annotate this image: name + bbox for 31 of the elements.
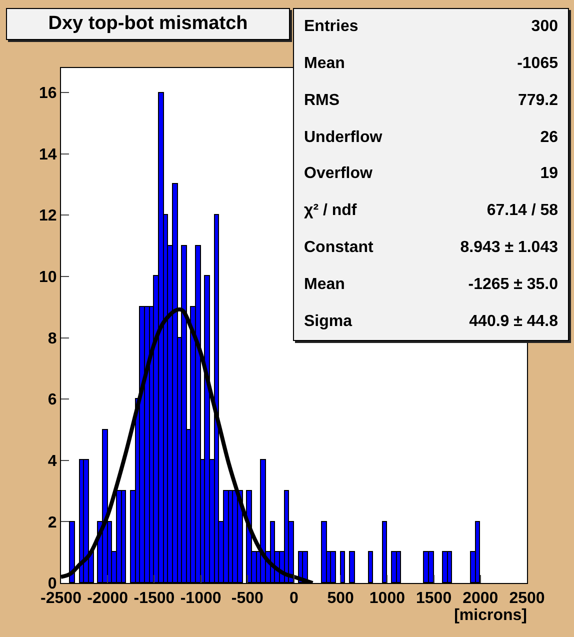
- text: Sigma 440.9 ± 44.8: [304, 312, 558, 330]
- text: RMS 779.2: [304, 92, 558, 109]
- y-tick-label: 6: [48, 392, 57, 409]
- y-tick-label: 2: [48, 514, 57, 532]
- y-tick-label: 8: [48, 330, 57, 348]
- x-tick-label: 2500: [509, 590, 545, 608]
- text: Overflow 19: [304, 165, 558, 182]
- x-tick-label: -1000: [180, 590, 222, 608]
- x-tick-label: -1500: [134, 590, 175, 608]
- y-tick-label: 14: [39, 146, 57, 164]
- text: χ² / ndf 67.14 / 58: [304, 202, 558, 220]
- x-tick-label: 500: [327, 590, 354, 608]
- x-tick-label: 2000: [462, 590, 498, 608]
- chart-title: Dxy top-bot mismatch: [6, 8, 290, 40]
- x-axis-title: [microns]: [454, 607, 527, 624]
- y-tick-label: 4: [48, 452, 57, 470]
- x-tick-label: 0: [290, 590, 299, 608]
- text: Constant 8.943 ± 1.043: [304, 238, 558, 256]
- y-tick-label: 16: [39, 85, 57, 102]
- text: Entries 300: [304, 18, 558, 36]
- text: Underflow 26: [304, 128, 558, 146]
- x-tick-label: -500: [231, 590, 264, 608]
- y-tick-label: 0: [48, 576, 57, 593]
- y-tick-label: 10: [39, 269, 57, 286]
- x-tick-label: -2500: [40, 590, 82, 608]
- x-tick-label: 1000: [369, 590, 406, 608]
- x-tick-label: -2000: [87, 590, 128, 608]
- x-tick-label: 1500: [416, 590, 452, 608]
- text: Mean -1065: [304, 55, 558, 72]
- y-tick-label: 12: [39, 208, 57, 225]
- text: Mean -1265 ± 35.0: [304, 276, 558, 293]
